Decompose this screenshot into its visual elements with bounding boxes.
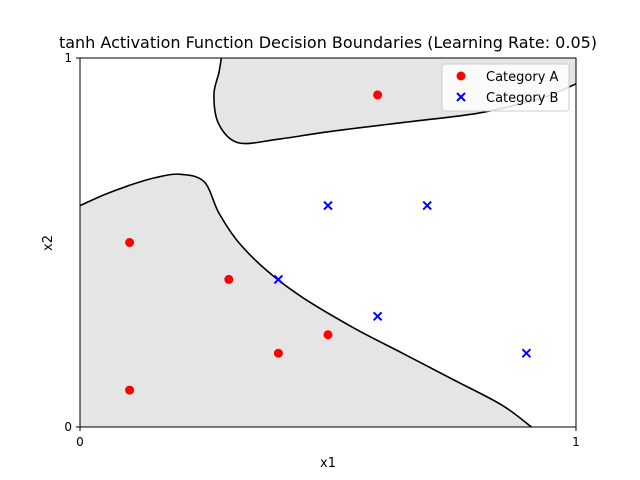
y-axis-label: x2 xyxy=(41,235,56,251)
legend-box xyxy=(441,63,570,112)
legend-label-category-a: Category A xyxy=(486,70,559,85)
decision-boundary-lower xyxy=(79,173,532,428)
y-tick-label-1: 1 xyxy=(64,51,72,65)
decision-region-lower xyxy=(80,174,532,427)
point-category-b-2 xyxy=(372,311,383,322)
plot-frame xyxy=(79,57,577,428)
point-category-a-4 xyxy=(323,330,333,340)
point-category-a-3 xyxy=(273,348,283,358)
point-category-a-2 xyxy=(224,274,234,284)
x-tick-label-1: 1 xyxy=(572,435,580,449)
y-tick-label-0: 0 xyxy=(64,420,72,434)
chart-title: tanh Activation Function Decision Bounda… xyxy=(59,33,597,52)
x-tick-label-0: 0 xyxy=(76,435,84,449)
legend-marker-category-b xyxy=(456,92,466,102)
legend-marker-category-a xyxy=(456,71,466,81)
point-category-b-4 xyxy=(521,348,532,358)
point-category-a-5 xyxy=(373,90,383,100)
point-category-b-1 xyxy=(323,200,333,211)
legend-label-category-b: Category B xyxy=(486,91,558,106)
axis-ticks: 0 1 0 1 xyxy=(64,51,579,449)
x-axis-label: x1 xyxy=(320,456,336,471)
point-category-a-0 xyxy=(125,385,135,395)
legend: Category A Category B xyxy=(441,63,570,112)
data-points xyxy=(125,90,532,395)
point-category-b-3 xyxy=(422,200,432,211)
point-category-a-1 xyxy=(125,238,135,247)
point-category-b-0 xyxy=(273,274,284,285)
